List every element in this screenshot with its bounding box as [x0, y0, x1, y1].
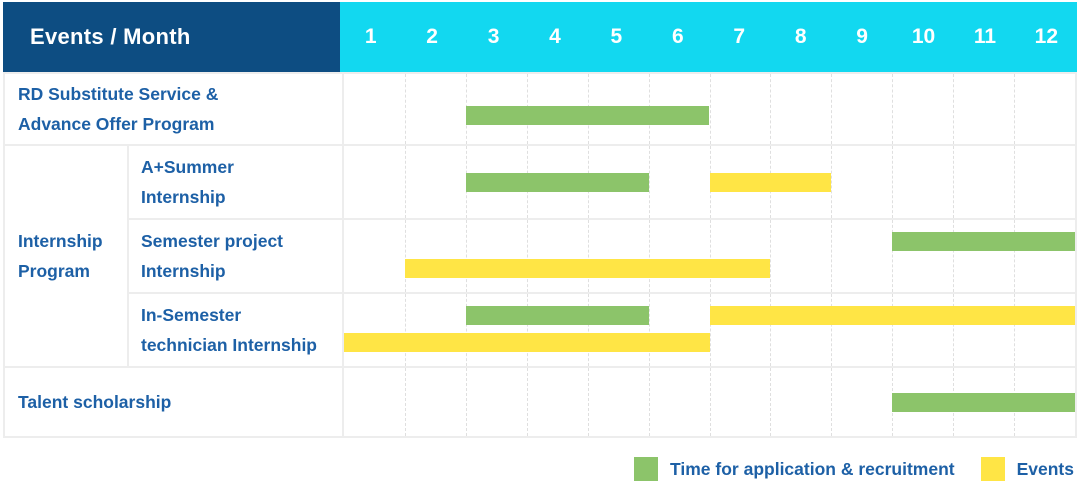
month-gridline — [404, 220, 406, 292]
month-gridline — [526, 294, 528, 366]
row-label-a-summer-internship: A+Summer Internship — [127, 144, 342, 218]
legend-item-events: Events — [980, 457, 1074, 481]
month-gridline — [465, 368, 467, 436]
month-gridline — [709, 294, 711, 366]
month-gridline — [465, 220, 467, 292]
month-gridline — [770, 294, 772, 366]
timeline-rd-substitute-service — [342, 72, 1075, 144]
month-gridline — [587, 368, 589, 436]
month-gridline — [404, 294, 406, 366]
month-gridline — [587, 220, 589, 292]
row-label-talent-scholarship: Talent scholarship — [5, 366, 342, 436]
header-events-month-cell: Events / Month — [3, 2, 340, 72]
month-header-band: 1 2 3 4 5 6 7 8 9 10 11 12 — [340, 2, 1077, 72]
month-gridline — [526, 220, 528, 292]
timeline-in-semester-technician-internship — [342, 292, 1075, 366]
month-header-7: 7 — [733, 25, 746, 48]
application-recruitment-bar — [892, 232, 1075, 251]
schedule-table: Events / Month 1 2 3 4 5 6 7 8 9 10 11 12 Internshi… — [3, 2, 1077, 438]
month-header-10: 10 — [911, 25, 936, 48]
month-gridline — [892, 74, 894, 144]
month-gridline — [831, 368, 833, 436]
month-header-12: 12 — [1034, 25, 1059, 48]
green-swatch-icon — [634, 457, 659, 481]
legend: Time for application & recruitment Events — [608, 457, 1074, 481]
month-header-9: 9 — [856, 25, 868, 48]
month-gridline — [831, 294, 833, 366]
legend-item-application-recruitment: Time for application & recruitment — [634, 457, 955, 481]
row-label-semester-project-internship: Semester project Internship — [127, 218, 342, 292]
month-gridline — [831, 146, 833, 218]
month-header-5: 5 — [610, 25, 623, 48]
yellow-swatch-icon — [980, 457, 1005, 481]
month-gridline — [831, 220, 833, 292]
events-bar — [404, 259, 771, 278]
month-header-8: 8 — [794, 25, 807, 48]
month-gridline — [1014, 74, 1016, 144]
events-bar — [709, 172, 832, 192]
month-gridline — [953, 146, 955, 218]
month-gridline — [404, 74, 406, 144]
timeline-talent-scholarship — [342, 366, 1075, 436]
month-gridline — [1014, 220, 1016, 292]
month-gridline — [587, 294, 589, 366]
application-recruitment-bar — [465, 172, 649, 192]
month-gridline — [709, 368, 711, 436]
timeline-a-summer-internship — [342, 144, 1075, 218]
month-gridline — [831, 74, 833, 144]
month-gridline — [648, 294, 650, 366]
month-header-6: 6 — [671, 25, 684, 48]
row-label-in-semester-technician-internship: In-Semester technician Internship — [127, 292, 342, 366]
month-gridline — [1014, 146, 1016, 218]
month-header-11: 11 — [973, 25, 997, 48]
month-header-3: 3 — [487, 25, 500, 48]
month-gridline — [892, 294, 894, 366]
month-gridline — [648, 368, 650, 436]
timeline-semester-project-internship — [342, 218, 1075, 292]
table-body: Internship Program RD Substitute Service… — [3, 72, 1077, 438]
header-title: Events / Month — [30, 24, 191, 49]
application-recruitment-bar — [892, 392, 1075, 412]
month-header-2: 2 — [426, 25, 438, 48]
events-bar — [709, 306, 1075, 325]
month-gridline — [404, 146, 406, 218]
month-gridline — [526, 368, 528, 436]
month-gridline — [953, 294, 955, 366]
month-gridline — [953, 220, 955, 292]
month-gridline — [1014, 294, 1016, 366]
row-group-internship-program: Internship Program — [5, 144, 127, 366]
month-gridline — [953, 74, 955, 144]
month-gridline — [770, 368, 772, 436]
month-gridline — [892, 220, 894, 292]
application-recruitment-bar — [465, 106, 710, 125]
month-gridline — [892, 146, 894, 218]
legend-label: Events — [1016, 458, 1074, 479]
month-gridline — [770, 74, 772, 144]
month-gridline — [648, 146, 650, 218]
legend-label: Time for application & recruitment — [670, 458, 955, 479]
month-gridline — [709, 220, 711, 292]
month-gridline — [648, 220, 650, 292]
month-gridline — [709, 74, 711, 144]
month-gridline — [770, 220, 772, 292]
table-header-row: Events / Month 1 2 3 4 5 6 7 8 9 10 11 12 — [3, 2, 1077, 72]
month-gridline — [404, 368, 406, 436]
application-recruitment-bar — [465, 306, 649, 325]
row-label-rd-substitute-service: RD Substitute Service & Advance Offer Pr… — [5, 72, 342, 144]
month-header-1: 1 — [364, 25, 377, 48]
month-gridline — [465, 294, 467, 366]
month-header-4: 4 — [549, 25, 561, 48]
events-bar — [344, 333, 710, 352]
